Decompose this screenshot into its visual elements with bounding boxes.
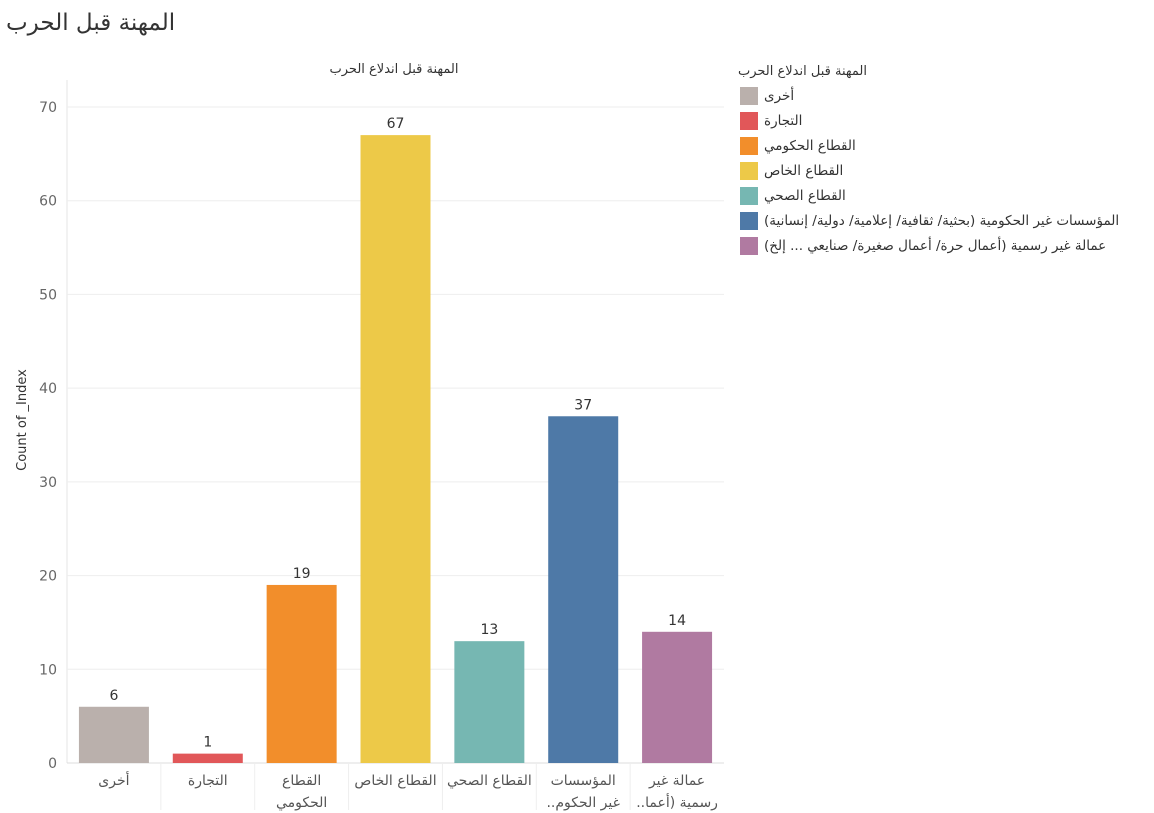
- bar[interactable]: [454, 641, 525, 763]
- x-tick-label: غير الحكوم..: [546, 795, 619, 811]
- data-label: 67: [387, 116, 405, 132]
- bar[interactable]: [548, 416, 619, 763]
- legend-label: القطاع الحكومي: [764, 137, 856, 154]
- x-tick-label: الحكومي: [276, 795, 327, 811]
- legend-label: القطاع الخاص: [764, 162, 844, 179]
- legend-item[interactable]: القطاع الصحي: [738, 183, 1154, 208]
- y-tick-label: 0: [48, 756, 57, 772]
- legend-item[interactable]: المؤسسات غير الحكومية (بحثية/ ثقافية/ إع…: [738, 208, 1154, 233]
- y-tick-label: 10: [39, 662, 57, 678]
- chart-title: المهنة قبل اندلاع الحرب: [330, 62, 459, 77]
- data-labels: 6 1 19 67 13 37 14: [109, 116, 686, 751]
- legend-item[interactable]: أخرى: [738, 83, 1154, 108]
- data-label: 37: [574, 397, 592, 413]
- x-tick-label: أخرى: [98, 771, 129, 789]
- legend-swatch: [740, 111, 758, 130]
- legend-label: أخرى: [764, 87, 795, 104]
- y-tick-label: 20: [39, 569, 57, 585]
- y-tick-label: 30: [39, 475, 57, 491]
- x-tick-label: المؤسسات: [551, 773, 616, 789]
- data-label: 14: [668, 613, 686, 629]
- data-label: 19: [293, 566, 311, 582]
- x-tick-label: القطاع الخاص: [354, 773, 436, 789]
- x-tick-label: القطاع الصحي: [447, 773, 532, 789]
- legend-label: القطاع الصحي: [764, 187, 846, 204]
- bar-chart: المهنة قبل اندلاع الحرب Count of _Index …: [15, 62, 724, 811]
- data-label: 6: [109, 688, 118, 704]
- legend-title: المهنة قبل اندلاع الحرب: [738, 64, 867, 79]
- legend-swatch: [740, 136, 758, 155]
- legend-item[interactable]: القطاع الحكومي: [738, 133, 1154, 158]
- legend-label: التجارة: [764, 112, 803, 129]
- data-label: 13: [480, 622, 498, 638]
- bar[interactable]: [172, 753, 243, 763]
- x-tick-label: عمالة غير: [648, 773, 705, 789]
- legend-item[interactable]: التجارة: [738, 108, 1154, 133]
- legend-swatch: [740, 161, 758, 180]
- legend-items: أخرى التجارة القطاع الحكومي القطاع الخاص الق…: [738, 83, 1154, 258]
- legend-swatch: [740, 186, 758, 205]
- page-title: المهنة قبل الحرب: [6, 10, 176, 36]
- y-tick-label: 50: [39, 287, 57, 303]
- x-tick-label: رسمية (أعما..: [636, 793, 718, 811]
- legend-swatch: [740, 211, 758, 230]
- y-tick-label: 60: [39, 194, 57, 210]
- legend-swatch: [740, 236, 758, 255]
- x-axis-ticks: أخرى التجارة القطاع الحكومي القطاع الخاص القط…: [98, 763, 718, 811]
- data-label: 1: [203, 735, 212, 751]
- y-axis-label: Count of _Index: [15, 369, 30, 471]
- legend-label: المؤسسات غير الحكومية (بحثية/ ثقافية/ إع…: [764, 212, 1120, 229]
- legend: المهنة قبل اندلاع الحرب أخرى التجارة القطا…: [738, 60, 1154, 258]
- legend-swatch: [740, 86, 758, 105]
- y-axis-ticks: 0 10 20 30 40 50 60 70: [39, 100, 57, 772]
- bar[interactable]: [266, 584, 337, 763]
- bar[interactable]: [642, 631, 713, 763]
- bar[interactable]: [78, 706, 149, 763]
- y-tick-label: 70: [39, 100, 57, 116]
- legend-label: عمالة غير رسمية (أعمال حرة/ أعمال صغيرة/…: [764, 237, 1107, 254]
- x-tick-label: التجارة: [188, 773, 228, 789]
- bar[interactable]: [360, 135, 431, 764]
- y-tick-label: 40: [39, 381, 57, 397]
- legend-item[interactable]: القطاع الخاص: [738, 158, 1154, 183]
- legend-item[interactable]: عمالة غير رسمية (أعمال حرة/ أعمال صغيرة/…: [738, 233, 1154, 258]
- bars: [78, 135, 713, 764]
- x-tick-label: القطاع: [282, 773, 321, 789]
